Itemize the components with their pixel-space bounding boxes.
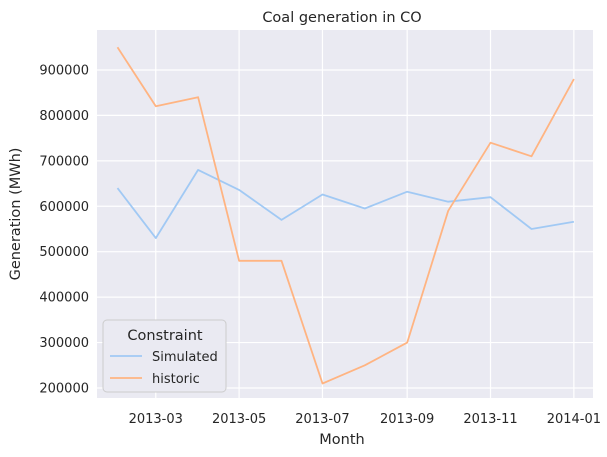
y-tick-label: 300000 <box>39 336 89 351</box>
y-tick-labels: 200000 300000 400000 500000 600000 700000 8000… <box>39 63 89 396</box>
x-tick-label: 2013-07 <box>295 412 349 427</box>
y-tick-label: 200000 <box>39 382 89 397</box>
x-tick-labels: 2013-03 2013-05 2013-07 2013-09 2013-11 2014-… <box>129 412 601 427</box>
y-axis-label: Generation (MWh) <box>8 148 24 281</box>
x-tick-label: 2013-11 <box>463 412 517 427</box>
series-lines <box>116 46 575 385</box>
x-tick-label: 2013-05 <box>212 412 266 427</box>
legend-title: Constraint <box>127 328 202 344</box>
legend-box <box>102 319 227 393</box>
y-tick-label: 500000 <box>39 245 89 260</box>
y-tick-label: 800000 <box>39 109 89 124</box>
grid <box>97 30 593 398</box>
legend-label-historic: historic <box>152 372 200 387</box>
series-line-simulated <box>116 168 575 240</box>
y-tick-label: 400000 <box>39 291 89 306</box>
legend: Constraint Simulated historic <box>102 319 227 393</box>
y-tick-label: 600000 <box>39 200 89 215</box>
x-tick-label: 2014-01 <box>547 412 601 427</box>
x-axis-label: Month <box>319 432 364 448</box>
x-tick-label: 2013-03 <box>129 412 183 427</box>
y-tick-label: 900000 <box>39 63 89 78</box>
chart-title: Coal generation in CO <box>262 10 421 26</box>
y-tick-label: 700000 <box>39 154 89 169</box>
series-line-historic <box>116 46 575 385</box>
legend-label-simulated: Simulated <box>152 350 218 365</box>
x-tick-label: 2013-09 <box>380 412 434 427</box>
